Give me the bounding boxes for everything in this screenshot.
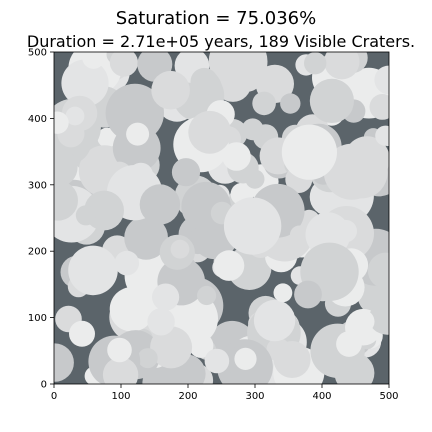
- crater: [61, 59, 109, 107]
- crater: [197, 285, 217, 306]
- x-axis: 0 100 200 300 400 500: [51, 384, 399, 402]
- crater: [273, 341, 311, 378]
- crater-layer: [54, 52, 389, 384]
- crater: [280, 93, 301, 114]
- crater: [151, 70, 190, 110]
- crater: [374, 65, 389, 95]
- crater: [252, 91, 276, 116]
- crater: [204, 348, 230, 374]
- crater: [188, 110, 232, 154]
- crater: [54, 148, 78, 187]
- crater: [137, 348, 158, 369]
- crater: [253, 299, 296, 342]
- x-tick-label: 200: [178, 391, 197, 402]
- crater: [188, 333, 214, 358]
- crater: [324, 52, 360, 80]
- y-tick-label: 300: [28, 180, 47, 191]
- y-axis: 0 100 200 300 400 500: [28, 48, 54, 391]
- crater: [309, 78, 354, 123]
- crater: [54, 180, 78, 221]
- crater: [294, 280, 322, 309]
- crater: [109, 287, 155, 332]
- crater: [102, 357, 139, 384]
- crater: [222, 142, 251, 171]
- crater: [375, 125, 389, 146]
- chart-subtitle: Duration = 2.71e+05 years, 189 Visible C…: [27, 32, 415, 51]
- crater: [223, 197, 282, 255]
- crater: [127, 85, 152, 110]
- x-tick-label: 500: [379, 391, 398, 402]
- crater: [150, 326, 193, 369]
- crater: [75, 205, 96, 226]
- crater: [234, 347, 257, 370]
- crater: [124, 215, 168, 260]
- crater: [336, 331, 362, 357]
- crater: [82, 52, 105, 69]
- crater: [289, 225, 309, 245]
- crater: [231, 60, 263, 92]
- crater: [68, 245, 118, 296]
- plot-frame: [53, 51, 390, 385]
- crater: [213, 250, 245, 281]
- crater: [273, 283, 293, 303]
- crater: [109, 52, 138, 77]
- x-tick-label: 100: [111, 391, 130, 402]
- crater: [107, 337, 132, 363]
- crater: [65, 106, 85, 126]
- crater: [152, 283, 180, 311]
- y-tick-label: 0: [41, 380, 47, 391]
- crater: [281, 124, 337, 180]
- crater: [126, 122, 150, 146]
- x-tick-label: 300: [245, 391, 264, 402]
- crater: [367, 252, 389, 289]
- crater: [54, 111, 69, 134]
- crater: [54, 343, 74, 382]
- crater: [190, 67, 218, 96]
- crater: [369, 94, 389, 120]
- crater: [139, 184, 181, 225]
- crater: [97, 127, 118, 148]
- y-tick-label: 100: [28, 313, 47, 324]
- x-tick-label: 0: [51, 391, 57, 402]
- crater: [69, 320, 95, 347]
- y-tick-label: 200: [28, 247, 47, 258]
- y-tick-label: 400: [28, 114, 47, 125]
- y-tick-label: 500: [28, 48, 47, 59]
- crater: [245, 169, 265, 189]
- crater: [350, 309, 375, 334]
- crater: [241, 118, 264, 141]
- crater: [369, 302, 389, 334]
- crater: [334, 353, 375, 384]
- chart-title: Saturation = 75.036%: [116, 8, 316, 29]
- crater: [170, 239, 190, 259]
- crater: [304, 52, 327, 75]
- crater: [171, 158, 201, 187]
- x-tick-label: 400: [312, 391, 331, 402]
- crater: [147, 308, 175, 336]
- crater: [114, 250, 140, 276]
- crater: [335, 146, 388, 199]
